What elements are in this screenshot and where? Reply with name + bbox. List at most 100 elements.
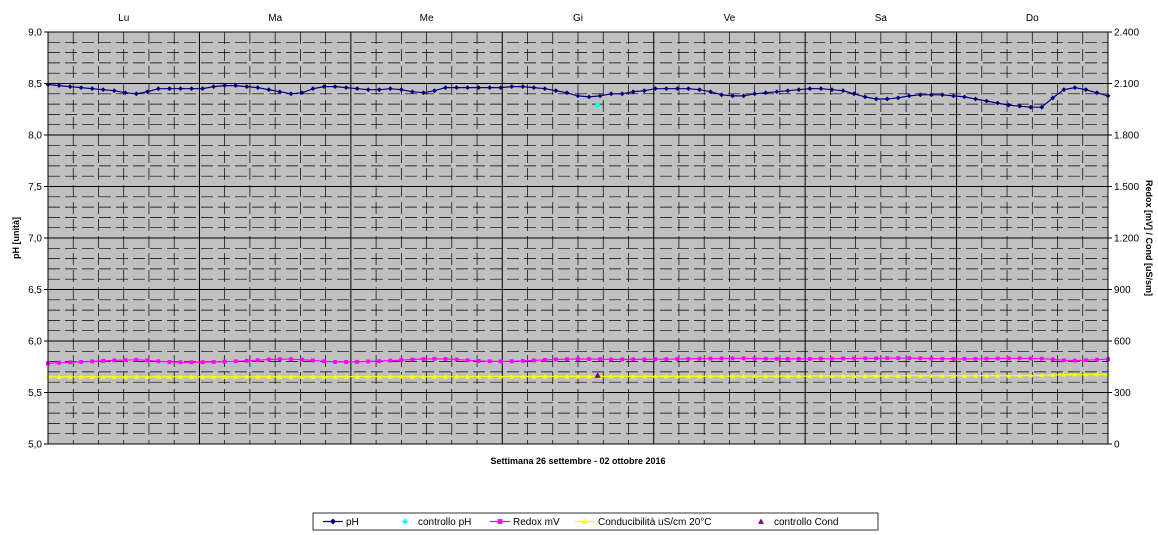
data-point — [962, 356, 967, 361]
legend-marker — [330, 518, 336, 525]
data-point — [79, 360, 84, 364]
data-point — [840, 373, 846, 378]
data-point — [299, 374, 305, 379]
data-point — [818, 356, 823, 361]
data-point — [884, 373, 890, 378]
data-point — [741, 93, 747, 99]
data-point — [895, 373, 901, 378]
y-left-tick-label: 5,5 — [28, 388, 42, 399]
data-point — [642, 357, 647, 362]
data-point — [697, 87, 702, 93]
data-point — [211, 374, 217, 379]
data-point — [609, 357, 614, 362]
data-point — [520, 358, 525, 363]
data-point — [542, 86, 548, 92]
series-controllo-cond — [594, 372, 601, 378]
data-point — [277, 374, 283, 379]
data-point — [111, 374, 117, 379]
data-point — [409, 374, 415, 379]
data-point — [553, 357, 558, 362]
data-point — [785, 88, 791, 94]
data-point — [344, 360, 349, 364]
data-point — [300, 357, 304, 362]
data-point — [178, 374, 183, 379]
data-point — [277, 357, 282, 362]
data-point — [719, 373, 724, 379]
data-point — [498, 374, 504, 379]
data-point — [1061, 372, 1067, 377]
data-point — [774, 89, 780, 95]
data-point — [178, 360, 183, 365]
legend-item: Conducibilità uS/cm 20°C — [575, 517, 712, 528]
day-label: Ma — [268, 13, 282, 24]
y-left-tick-label: 8,5 — [28, 79, 42, 90]
control-point — [594, 101, 601, 109]
data-point — [951, 93, 956, 99]
data-point — [874, 356, 879, 361]
data-point — [807, 373, 813, 379]
data-point — [399, 358, 404, 362]
data-point — [465, 374, 470, 379]
y-left-tick-label: 6,0 — [28, 337, 42, 348]
data-point — [211, 84, 217, 89]
data-point — [1039, 104, 1045, 110]
data-point — [862, 94, 868, 100]
data-point — [873, 373, 879, 378]
data-point — [498, 359, 503, 364]
data-point — [310, 86, 316, 92]
data-point — [355, 359, 360, 364]
data-point — [1061, 358, 1066, 363]
data-point — [465, 85, 470, 91]
data-point — [1017, 356, 1022, 361]
data-point — [288, 91, 294, 97]
control-point — [594, 372, 601, 378]
data-point — [189, 374, 194, 379]
data-point — [1061, 87, 1067, 93]
data-point — [333, 360, 338, 364]
data-point — [686, 373, 691, 379]
data-point — [509, 359, 514, 364]
data-point — [973, 356, 978, 361]
data-point — [454, 357, 459, 362]
data-point — [299, 90, 305, 96]
data-point — [100, 87, 106, 93]
legend-marker — [497, 519, 503, 524]
legend-label: controllo Cond — [774, 517, 838, 528]
data-point — [432, 374, 437, 379]
data-point — [332, 84, 338, 89]
data-point — [796, 87, 802, 93]
data-point — [984, 373, 989, 378]
data-point — [421, 357, 426, 361]
data-point — [818, 373, 824, 378]
legend-label: Redox mV — [513, 517, 560, 528]
data-point — [531, 358, 536, 363]
data-point — [487, 359, 492, 364]
data-point — [67, 374, 73, 379]
data-point — [575, 374, 581, 379]
data-point — [1083, 358, 1088, 363]
data-point — [951, 373, 956, 378]
data-point — [255, 374, 261, 379]
data-point — [929, 356, 934, 361]
data-point — [78, 374, 84, 379]
data-point — [741, 356, 746, 361]
data-point — [1028, 356, 1033, 361]
data-point — [189, 86, 194, 92]
data-point — [101, 358, 106, 363]
data-point — [1017, 373, 1023, 378]
data-point — [233, 359, 238, 364]
y-axis-left-title: pH [unità] — [11, 217, 21, 259]
data-point — [1006, 356, 1011, 361]
data-point — [674, 373, 680, 379]
day-label: Ve — [724, 13, 736, 24]
data-point — [432, 356, 437, 361]
data-point — [509, 374, 515, 379]
data-point — [133, 374, 139, 379]
data-point — [89, 374, 95, 379]
data-point — [1083, 87, 1089, 93]
data-point — [67, 84, 73, 89]
data-point — [311, 358, 315, 363]
data-point — [376, 87, 382, 93]
data-point — [89, 86, 95, 92]
